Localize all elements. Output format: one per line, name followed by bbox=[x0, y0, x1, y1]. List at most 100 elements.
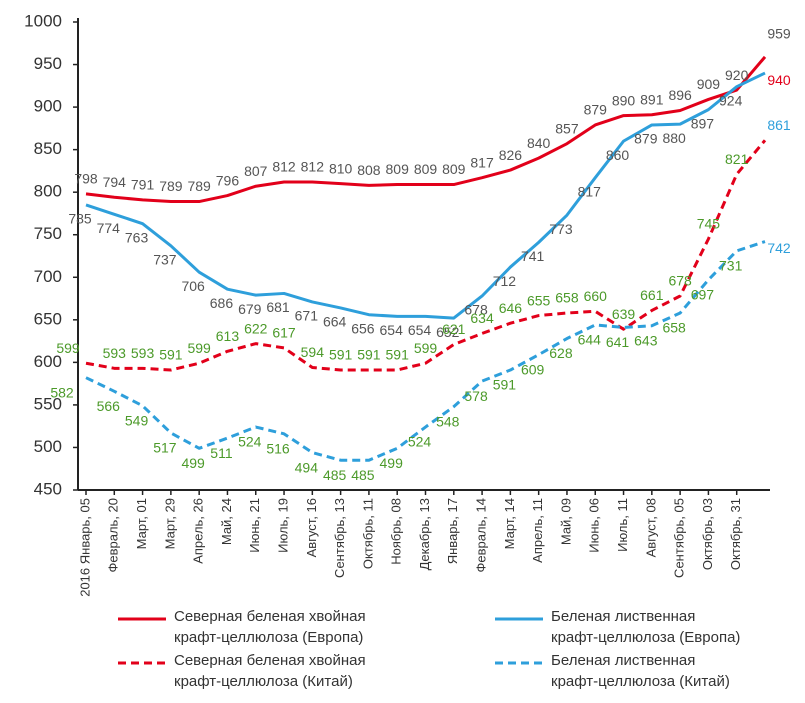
data-label: 763 bbox=[125, 229, 149, 245]
x-tick-label: Июнь, 06 bbox=[587, 498, 602, 553]
data-label: 582 bbox=[50, 384, 74, 400]
series-line bbox=[85, 55, 767, 204]
data-label: 646 bbox=[499, 300, 523, 316]
x-tick-label: Апрель, 26 bbox=[191, 498, 206, 564]
data-label: 494 bbox=[295, 459, 319, 475]
data-label: 812 bbox=[301, 159, 325, 175]
data-label: 599 bbox=[187, 340, 211, 356]
data-label: 654 bbox=[380, 322, 404, 338]
data-label: 548 bbox=[436, 413, 460, 429]
data-label: 896 bbox=[668, 87, 692, 103]
data-label: 658 bbox=[662, 320, 686, 336]
data-label: 628 bbox=[549, 345, 573, 361]
x-tick-label: Февраль, 14 bbox=[474, 498, 489, 573]
legend-label: Беленая лиственная крафт-целлюлоза (Евро… bbox=[551, 608, 741, 646]
data-label: 731 bbox=[719, 258, 743, 274]
data-label: 959 bbox=[767, 26, 791, 42]
y-tick-label: 800 bbox=[34, 182, 62, 201]
x-tick-label: Август, 16 bbox=[304, 498, 319, 557]
series-line bbox=[85, 71, 766, 320]
data-label: 634 bbox=[470, 310, 494, 326]
data-label: 499 bbox=[181, 455, 205, 471]
data-label: 641 bbox=[606, 334, 630, 350]
data-label: 686 bbox=[210, 295, 234, 311]
y-tick-label: 950 bbox=[34, 54, 62, 73]
data-label: 591 bbox=[329, 347, 353, 363]
data-label: 812 bbox=[272, 159, 296, 175]
data-label: 809 bbox=[442, 161, 466, 177]
data-label: 644 bbox=[578, 332, 602, 348]
y-tick-label: 550 bbox=[34, 394, 62, 413]
data-label: 566 bbox=[97, 398, 121, 414]
data-label: 745 bbox=[697, 216, 721, 232]
data-label: 681 bbox=[266, 299, 290, 315]
data-label: 593 bbox=[103, 345, 127, 361]
x-tick-label: Апрель, 11 bbox=[530, 498, 545, 563]
data-label: 879 bbox=[634, 131, 658, 147]
data-label: 891 bbox=[640, 91, 664, 107]
data-label: 808 bbox=[357, 162, 381, 178]
x-tick-label: Октябрь, 11 bbox=[360, 498, 375, 569]
data-label: 485 bbox=[351, 467, 375, 483]
data-label: 817 bbox=[578, 183, 602, 199]
data-label: 617 bbox=[272, 325, 296, 341]
data-label: 591 bbox=[386, 347, 410, 363]
x-tick-label: 2016 Январь, 05 bbox=[77, 498, 92, 597]
x-tick-label: Март, 14 bbox=[502, 498, 517, 549]
data-label: 807 bbox=[244, 163, 268, 179]
data-label: 826 bbox=[499, 147, 523, 163]
data-label: 791 bbox=[131, 177, 155, 193]
data-label: 861 bbox=[767, 117, 791, 133]
y-tick-label: 600 bbox=[34, 352, 62, 371]
data-label: 654 bbox=[408, 322, 432, 338]
y-tick-label: 850 bbox=[34, 139, 62, 158]
data-label: 658 bbox=[555, 290, 579, 306]
data-label: 664 bbox=[323, 314, 347, 330]
data-label: 773 bbox=[549, 221, 573, 237]
data-label: 840 bbox=[527, 135, 551, 151]
x-tick-label: Декабрь, 13 bbox=[417, 498, 432, 570]
data-label: 909 bbox=[697, 76, 721, 92]
data-label: 499 bbox=[380, 455, 404, 471]
x-tick-label: Сентябрь, 05 bbox=[672, 498, 687, 578]
data-label: 652 bbox=[436, 324, 460, 340]
data-label: 671 bbox=[295, 308, 319, 324]
data-label: 593 bbox=[131, 345, 155, 361]
y-tick-label: 450 bbox=[34, 479, 62, 498]
x-tick-label: Октябрь, 03 bbox=[700, 498, 715, 570]
data-label: 706 bbox=[181, 278, 205, 294]
x-tick-label: Сентябрь, 13 bbox=[332, 498, 347, 578]
data-label: 578 bbox=[464, 388, 488, 404]
series-line bbox=[85, 240, 766, 462]
data-label: 737 bbox=[153, 251, 177, 267]
x-tick-label: Июль, 11 bbox=[615, 498, 630, 552]
legend-label: Беленая лиственная крафт-целлюлоза (Кита… bbox=[551, 652, 730, 690]
y-tick-label: 500 bbox=[34, 437, 62, 456]
data-label: 774 bbox=[97, 220, 121, 236]
x-tick-label: Март, 29 bbox=[162, 498, 177, 549]
data-label: 798 bbox=[74, 171, 98, 187]
data-label: 643 bbox=[634, 332, 658, 348]
data-label: 789 bbox=[187, 178, 211, 194]
data-label: 860 bbox=[606, 147, 630, 163]
data-label: 697 bbox=[691, 287, 715, 303]
data-label: 591 bbox=[357, 347, 381, 363]
data-label: 678 bbox=[464, 302, 488, 318]
y-tick-label: 700 bbox=[34, 267, 62, 286]
data-label: 794 bbox=[103, 174, 127, 190]
data-label: 591 bbox=[493, 377, 517, 393]
data-label: 809 bbox=[414, 161, 438, 177]
data-label: 599 bbox=[414, 340, 438, 356]
data-label: 613 bbox=[216, 328, 240, 344]
data-label: 796 bbox=[216, 172, 240, 188]
data-label: 621 bbox=[442, 321, 466, 337]
data-label: 485 bbox=[323, 467, 347, 483]
data-label: 591 bbox=[159, 347, 183, 363]
data-label: 785 bbox=[68, 211, 92, 227]
data-label: 511 bbox=[210, 445, 233, 461]
data-label: 599 bbox=[56, 340, 80, 356]
x-tick-label: Октябрь, 31 bbox=[728, 498, 743, 570]
data-label: 517 bbox=[153, 440, 177, 456]
data-label: 789 bbox=[159, 178, 183, 194]
